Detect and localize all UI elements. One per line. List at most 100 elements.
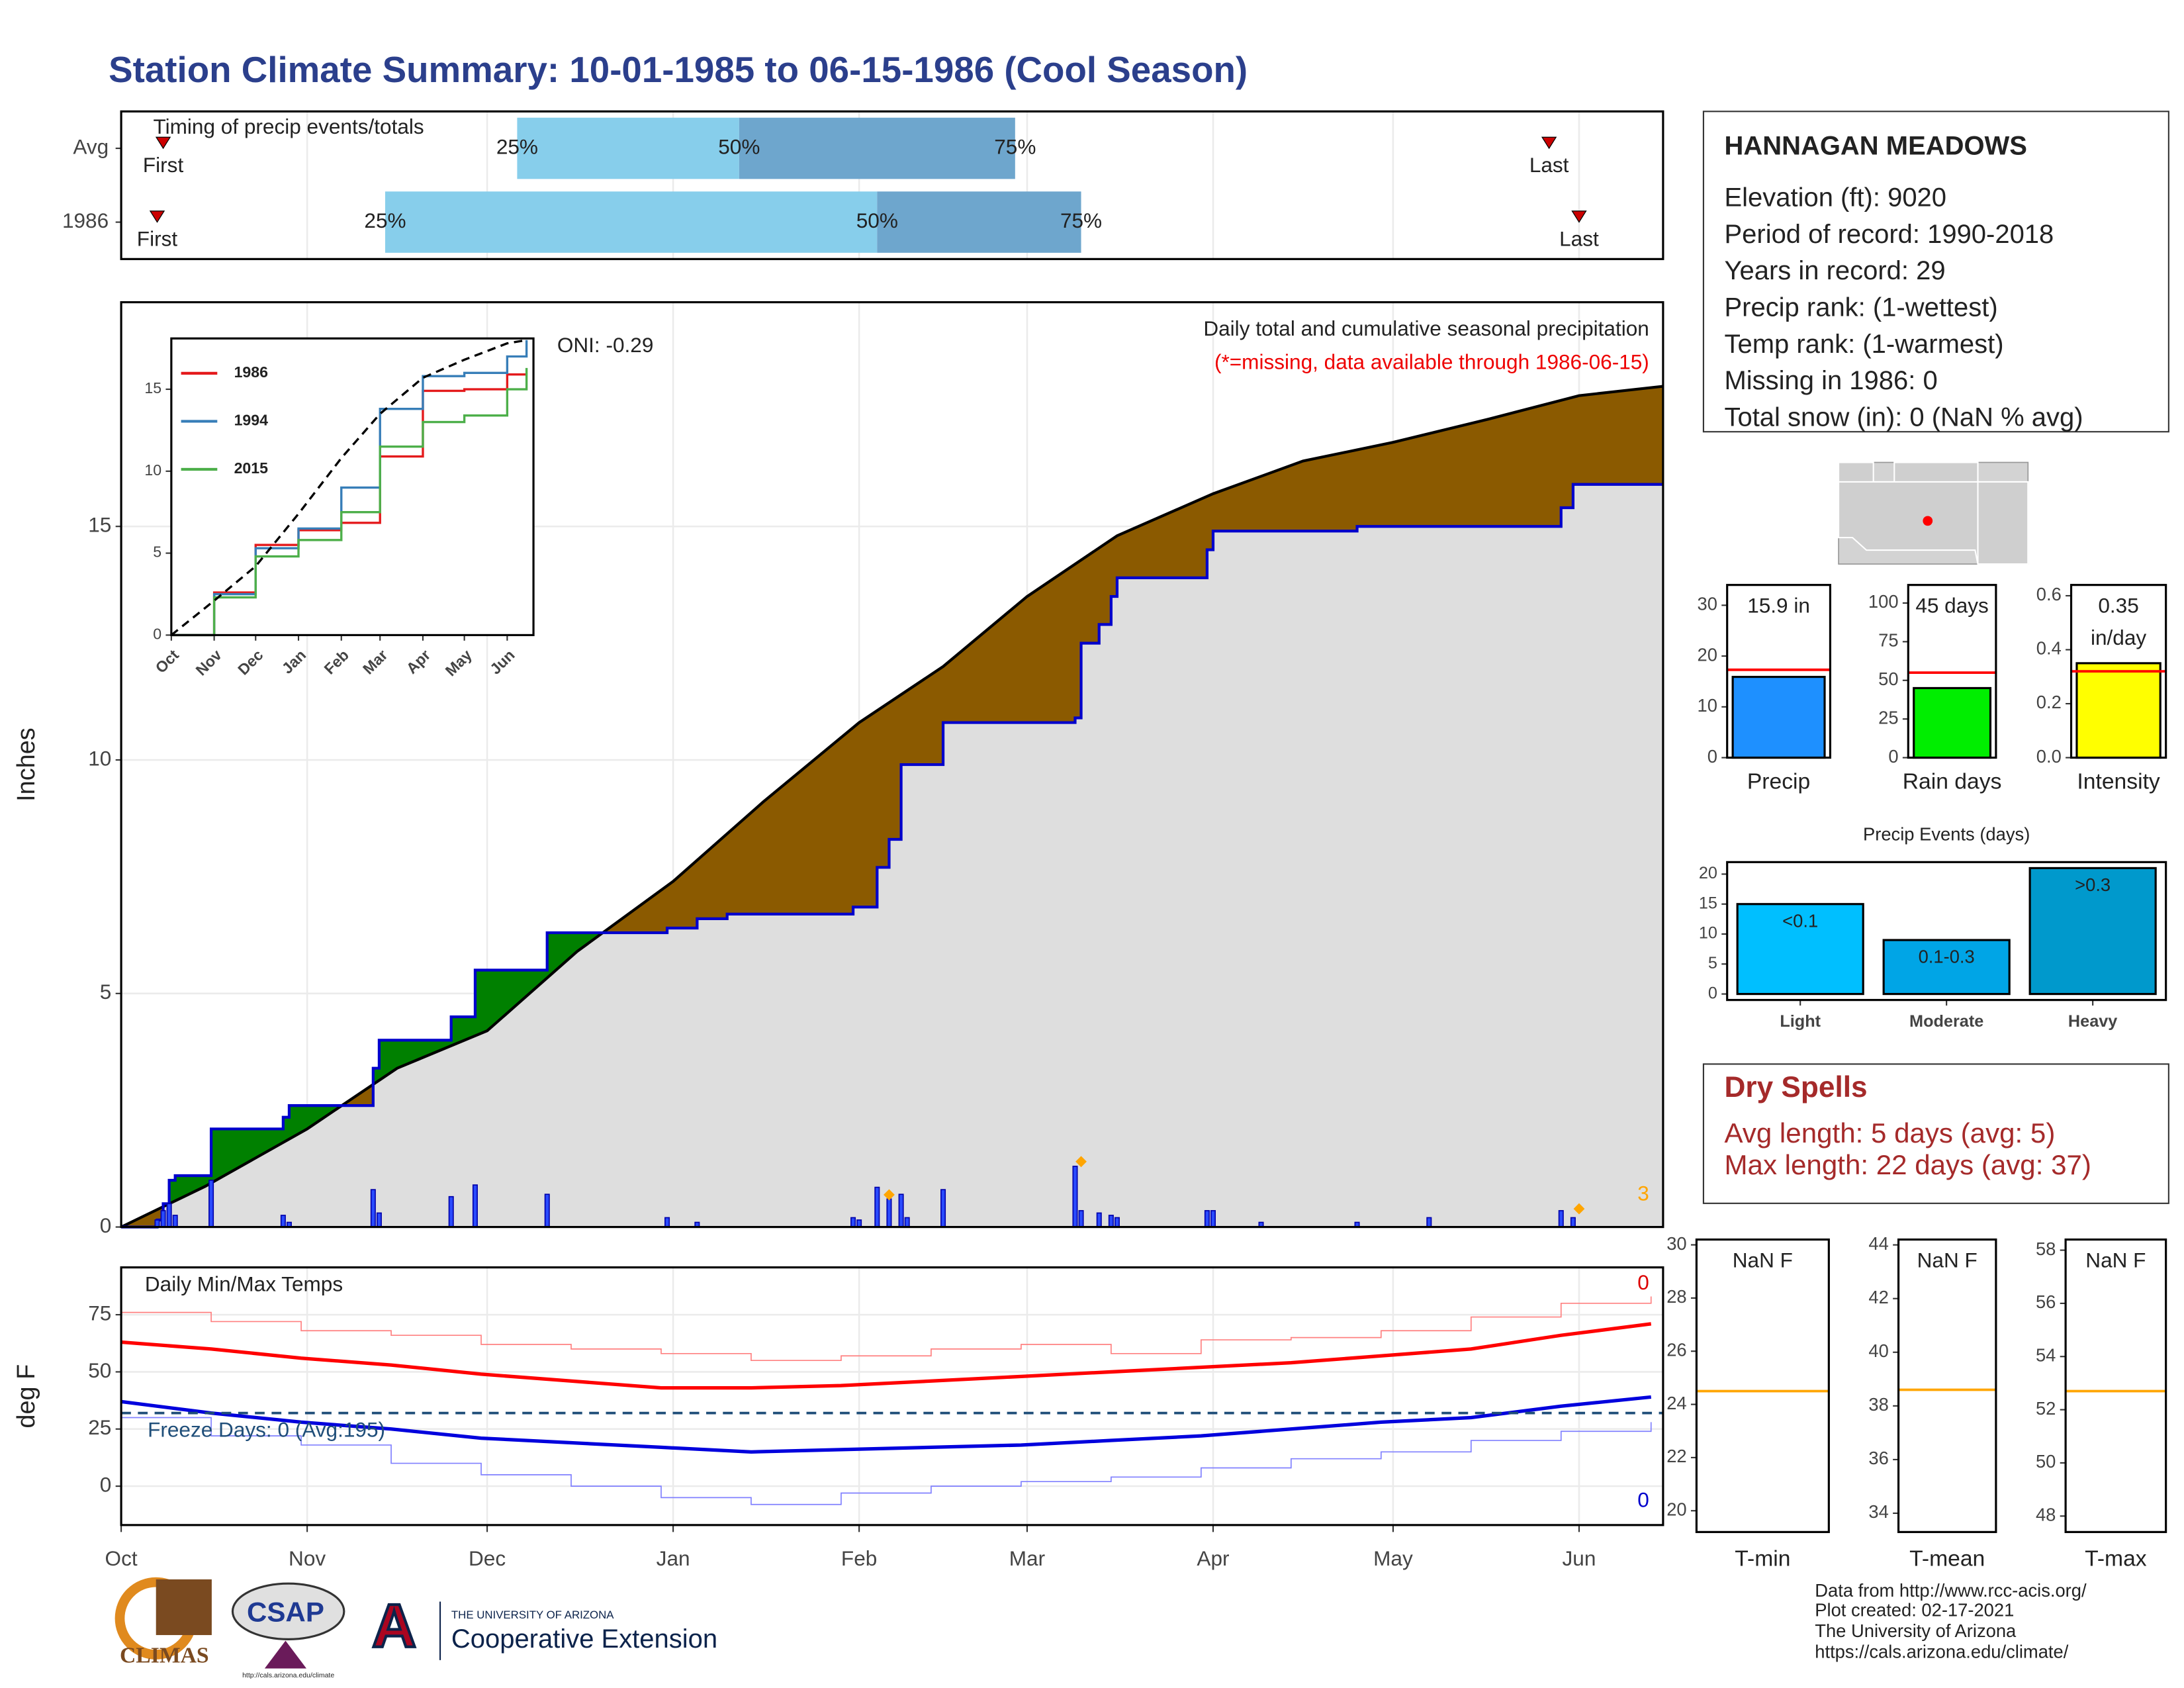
bar-label: 0.35 bbox=[2098, 594, 2138, 618]
y-tick-label: 24 bbox=[1666, 1393, 1686, 1413]
y-tick-label: 30 bbox=[1666, 1233, 1686, 1254]
station-box bbox=[1702, 111, 2169, 433]
daily-precip-bar bbox=[1558, 1210, 1564, 1228]
percent-label: 25% bbox=[496, 134, 538, 158]
x-tick-label: Nov bbox=[289, 1546, 326, 1570]
y-tick-label: 0.2 bbox=[2036, 692, 2062, 712]
x-axis-label: Precip bbox=[1747, 769, 1810, 794]
y-tick-label: 38 bbox=[1868, 1394, 1888, 1415]
station-line: Period of record: 1990-2018 bbox=[1724, 220, 2054, 249]
y-tick-label: 25 bbox=[1878, 707, 1898, 727]
x-tick-label: Light bbox=[1780, 1012, 1821, 1031]
y-tick-label: 36 bbox=[1868, 1448, 1888, 1468]
y-tick-label: 5 bbox=[1708, 954, 1717, 972]
chart-title: Timing of precip events/totals bbox=[154, 115, 424, 138]
temperature-line bbox=[121, 1417, 1652, 1505]
y-axis-label: deg F bbox=[13, 1364, 40, 1429]
x-tick-label: Apr bbox=[1197, 1546, 1229, 1570]
y-tick-label: 0.6 bbox=[2036, 584, 2062, 604]
bar-label: 45 days bbox=[1915, 594, 1989, 618]
plot-frame bbox=[120, 110, 1664, 260]
footer-line: https://cals.arizona.edu/climate/ bbox=[1815, 1642, 2068, 1662]
x-tick-label: May bbox=[1373, 1546, 1413, 1570]
y-tick-label: 10 bbox=[1699, 924, 1717, 943]
chart-title: Daily Min/Max Temps bbox=[145, 1272, 343, 1295]
y-tick-label: 20 bbox=[1666, 1499, 1686, 1519]
y-tick-label: 34 bbox=[1868, 1501, 1888, 1522]
x-axis-label: Rain days bbox=[1903, 769, 2002, 794]
y-tick-label: 50 bbox=[2036, 1451, 2056, 1472]
legend-label: 2015 bbox=[234, 459, 269, 477]
plot-frame bbox=[170, 337, 535, 636]
plot-background bbox=[1696, 1239, 1829, 1532]
oni-annotation: ONI: -0.29 bbox=[557, 333, 654, 357]
y-tick-label: 56 bbox=[2036, 1291, 2056, 1312]
quartile-bar bbox=[877, 191, 1081, 253]
percent-label: 50% bbox=[718, 134, 760, 158]
csap-logo-text: CSAP bbox=[247, 1597, 324, 1628]
bar-value-label: 0.1-0.3 bbox=[1919, 947, 1975, 967]
plot-background bbox=[1898, 1239, 1996, 1532]
y-tick-label: 0 bbox=[1888, 746, 1898, 767]
y-tick-label: 0 bbox=[100, 1472, 112, 1496]
station-dot bbox=[1923, 516, 1933, 526]
bar bbox=[2075, 662, 2161, 759]
plot-frame bbox=[1907, 584, 1997, 759]
ua-line1: THE UNIVERSITY OF ARIZONA bbox=[451, 1609, 614, 1621]
missing-count: 3 bbox=[1637, 1182, 1649, 1205]
bar-value-label: >0.3 bbox=[2075, 874, 2111, 895]
y-tick-label: 0.0 bbox=[2036, 746, 2062, 767]
x-tick-label: Dec bbox=[469, 1546, 506, 1570]
temperature-line bbox=[120, 1322, 1652, 1390]
event-marker bbox=[149, 211, 165, 223]
x-axis-label: T-min bbox=[1735, 1546, 1790, 1571]
y-tick-label: 5 bbox=[100, 980, 112, 1004]
x-tick-label: Feb bbox=[841, 1546, 877, 1570]
locator-map bbox=[1838, 461, 2029, 565]
y-tick-label: 10 bbox=[144, 461, 161, 479]
y-tick-label: 28 bbox=[1666, 1286, 1686, 1307]
footer-line: Data from http://www.rcc-acis.org/ bbox=[1815, 1580, 2087, 1601]
bar bbox=[1736, 903, 1864, 996]
quartile-bar bbox=[739, 117, 1015, 179]
daily-precip-bar bbox=[208, 1180, 214, 1228]
footer-line: Plot created: 02-17-2021 bbox=[1815, 1600, 2014, 1620]
daily-precip-bar bbox=[874, 1186, 880, 1228]
y-tick-label: 58 bbox=[2036, 1239, 2056, 1259]
bar-label: in/day bbox=[2091, 626, 2146, 649]
y-tick-label: 15 bbox=[1699, 894, 1717, 912]
x-axis-label: T-mean bbox=[1909, 1546, 1985, 1571]
daily-precip-bar bbox=[850, 1217, 856, 1228]
chart-title: Precip Events (days) bbox=[1863, 824, 2030, 845]
y-tick-label: 50 bbox=[88, 1358, 111, 1382]
daily-precip-bar bbox=[886, 1198, 892, 1228]
missing-marker bbox=[1573, 1203, 1585, 1215]
missing-marker bbox=[1075, 1156, 1087, 1168]
daily-precip-bar bbox=[1108, 1215, 1114, 1228]
climas-logo-text: CLIMAS bbox=[120, 1643, 209, 1667]
row-label: 1986 bbox=[62, 209, 109, 232]
daily-precip-bar bbox=[370, 1189, 376, 1228]
percent-label: 75% bbox=[1060, 209, 1102, 232]
average-cumulative-line bbox=[120, 385, 1664, 1229]
page-title: Station Climate Summary: 10-01-1985 to 0… bbox=[109, 49, 1248, 90]
legend-label: 1986 bbox=[234, 363, 269, 381]
station-line: Temp rank: (1-warmest) bbox=[1724, 330, 2003, 359]
quartile-bar bbox=[517, 117, 739, 179]
y-tick-label: 42 bbox=[1868, 1287, 1888, 1307]
event-label: Last bbox=[1529, 153, 1569, 177]
daily-precip-bar bbox=[1072, 1166, 1078, 1228]
logos: CLIMAS CSAP http://cals.arizona.edu/clim… bbox=[114, 1577, 717, 1679]
bar-label: NaN F bbox=[1733, 1248, 1793, 1272]
percent-label: 25% bbox=[364, 209, 406, 232]
bar-label: NaN F bbox=[2085, 1248, 2146, 1272]
season-cumulative-line bbox=[121, 483, 1663, 1229]
percent-label: 75% bbox=[994, 134, 1036, 158]
daily-precip-bar bbox=[1078, 1210, 1084, 1228]
footer-line: The University of Arizona bbox=[1815, 1620, 2017, 1641]
event-label: First bbox=[137, 226, 178, 250]
station-line: Total snow (in): 0 (NaN % avg) bbox=[1724, 402, 2083, 432]
freeze-annotation: Freeze Days: 0 (Avg:195) bbox=[148, 1417, 385, 1441]
y-tick-label: 48 bbox=[2036, 1504, 2056, 1524]
daily-precip-bar bbox=[1114, 1217, 1120, 1228]
